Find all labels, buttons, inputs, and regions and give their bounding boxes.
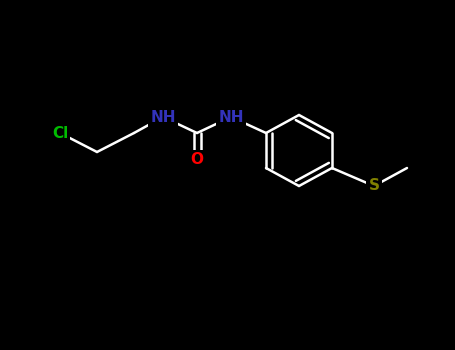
Text: NH: NH	[150, 110, 176, 125]
Text: O: O	[191, 153, 203, 168]
Text: NH: NH	[218, 110, 244, 125]
Text: Cl: Cl	[52, 126, 68, 140]
Text: S: S	[369, 178, 379, 194]
